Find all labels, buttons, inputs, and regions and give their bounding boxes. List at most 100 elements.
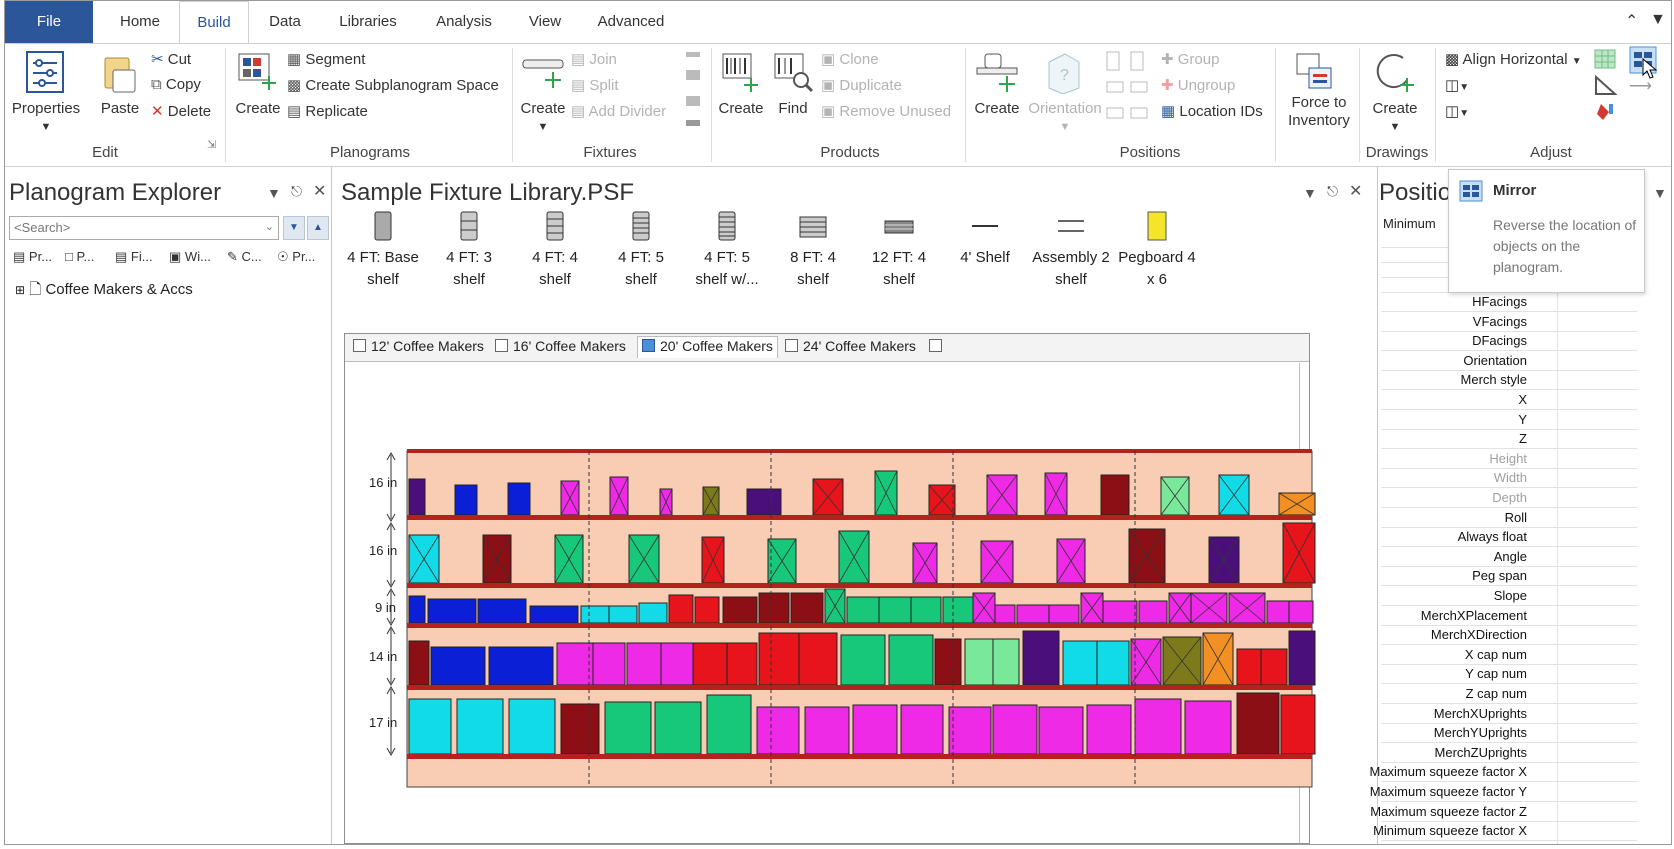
explorer-pin-icon[interactable]: ⎋ — [291, 183, 303, 199]
search-dropdown-icon[interactable]: ⌄ — [264, 221, 274, 233]
product-box[interactable] — [477, 598, 527, 624]
product-box[interactable] — [1138, 600, 1168, 624]
explorer-subtab[interactable]: ▣ Wi... — [169, 249, 211, 264]
product-box[interactable] — [1048, 604, 1080, 624]
explorer-subtab[interactable]: ☉ Pr... — [277, 249, 316, 264]
delete-button[interactable]: ✕ Delete — [151, 103, 212, 120]
create-drawing-button[interactable]: Create ▼ — [1372, 100, 1418, 133]
product-box[interactable] — [430, 646, 486, 686]
property-row[interactable]: Maximum squeeze factor Z — [1370, 802, 1637, 822]
property-row[interactable]: Minimum squeeze factor X — [1373, 821, 1637, 842]
product-box[interactable] — [508, 698, 556, 755]
product-box[interactable] — [994, 604, 1016, 624]
property-row[interactable]: Maximum squeeze factor X — [1369, 762, 1637, 783]
library-item[interactable]: Assembly 2 shelf — [1029, 211, 1113, 291]
paste-button[interactable]: Paste — [100, 100, 140, 117]
product-box[interactable] — [694, 596, 720, 624]
product-box[interactable] — [798, 632, 838, 686]
split-button[interactable]: ▤ Split — [571, 77, 619, 94]
product-box[interactable] — [758, 592, 790, 624]
explorer-search-input[interactable]: <Search> ⌄ — [9, 216, 279, 240]
property-row[interactable]: MerchXDirection — [1381, 625, 1637, 646]
property-row[interactable]: Always float — [1381, 527, 1637, 548]
library-item[interactable]: 4 FT: 5 shelf — [599, 211, 683, 291]
property-row[interactable]: Angle — [1381, 547, 1637, 567]
product-box[interactable] — [888, 634, 934, 686]
product-box[interactable] — [507, 482, 531, 516]
product-box[interactable] — [758, 632, 800, 686]
add-divider-button[interactable]: ▤ Add Divider — [571, 103, 667, 120]
product-box[interactable] — [580, 605, 610, 624]
product-box[interactable] — [1236, 648, 1262, 686]
product-box[interactable] — [756, 706, 800, 755]
property-row[interactable]: Y — [1381, 410, 1637, 430]
product-box[interactable] — [456, 698, 504, 755]
product-box[interactable] — [408, 595, 426, 624]
product-box[interactable] — [706, 694, 752, 755]
tab-file[interactable]: File — [5, 1, 93, 43]
explorer-subtab[interactable]: ▤ Pr... — [13, 249, 53, 264]
product-box[interactable] — [1062, 640, 1098, 686]
doc-tab-new[interactable] — [929, 338, 947, 354]
find-product-button[interactable]: Find — [778, 100, 808, 117]
tab-view[interactable]: View — [528, 13, 562, 30]
property-row[interactable]: MerchZUprights — [1381, 743, 1637, 763]
product-box[interactable] — [408, 478, 426, 516]
force-to-inventory-button[interactable]: Force to Inventory — [1288, 94, 1350, 129]
product-box[interactable] — [840, 634, 886, 686]
align-vertical-button[interactable]: ◫▼ — [1445, 77, 1470, 94]
library-item[interactable]: 12 FT: 4 shelf — [857, 211, 941, 291]
angle-icon[interactable] — [1593, 74, 1621, 96]
search-prev-button[interactable]: ▲ — [307, 216, 329, 240]
product-box[interactable] — [1288, 600, 1314, 624]
planogram-canvas[interactable] — [365, 441, 1325, 801]
product-box[interactable] — [660, 642, 694, 686]
library-item[interactable]: 4 FT: 5 shelf w/... — [685, 211, 769, 291]
product-box[interactable] — [804, 706, 850, 755]
product-box[interactable] — [790, 592, 824, 624]
library-item[interactable]: 4 FT: 3 shelf — [427, 211, 511, 291]
product-box[interactable] — [910, 596, 942, 624]
create-subplanogram-button[interactable]: ▩ Create Subplanogram Space — [287, 77, 499, 94]
shelf[interactable] — [407, 583, 1312, 588]
product-box[interactable] — [604, 701, 652, 755]
product-box[interactable] — [726, 642, 758, 686]
product-box[interactable] — [408, 698, 452, 755]
product-box[interactable] — [1016, 604, 1050, 624]
create-planogram-button[interactable]: Create — [235, 100, 281, 117]
doc-tab-12[interactable]: 12' Coffee Makers — [353, 338, 484, 354]
arrow-right-icon[interactable]: ⟶ — [1629, 78, 1652, 95]
product-box[interactable] — [1086, 704, 1132, 755]
create-product-button[interactable]: Create — [718, 100, 764, 117]
tab-home[interactable]: Home — [119, 13, 160, 30]
library-item[interactable]: 4' Shelf — [943, 211, 1027, 269]
property-row[interactable]: Z — [1381, 429, 1637, 450]
location-ids-button[interactable]: ▦ Location IDs — [1161, 103, 1263, 120]
product-box[interactable] — [654, 701, 702, 755]
library-pin-icon[interactable]: ⎋ — [1327, 183, 1339, 199]
property-row[interactable]: Roll — [1381, 508, 1637, 528]
product-box[interactable] — [668, 594, 694, 624]
product-box[interactable] — [1236, 692, 1280, 755]
tab-advanced[interactable]: Advanced — [597, 13, 665, 30]
product-box[interactable] — [846, 596, 880, 624]
product-box[interactable] — [1280, 694, 1316, 755]
tab-analysis[interactable]: Analysis — [436, 13, 492, 30]
product-box[interactable] — [1096, 640, 1130, 686]
product-box[interactable] — [427, 598, 477, 624]
product-box[interactable] — [852, 704, 898, 755]
search-next-button[interactable]: ▼ — [283, 216, 305, 240]
product-box[interactable] — [592, 642, 626, 686]
property-row[interactable]: Peg span — [1381, 566, 1637, 587]
product-box[interactable] — [1100, 474, 1130, 516]
product-box[interactable] — [1134, 698, 1182, 755]
property-row[interactable]: MerchXUprights — [1381, 704, 1637, 724]
product-box[interactable] — [1288, 630, 1316, 686]
property-row[interactable]: Orientation — [1381, 351, 1637, 371]
product-box[interactable] — [942, 596, 974, 624]
explorer-subtab[interactable]: ▤ Fi... — [115, 249, 153, 264]
property-row[interactable]: X — [1381, 390, 1637, 410]
create-position-button[interactable]: Create — [974, 100, 1020, 117]
property-row[interactable]: MerchXPlacement — [1381, 606, 1637, 626]
